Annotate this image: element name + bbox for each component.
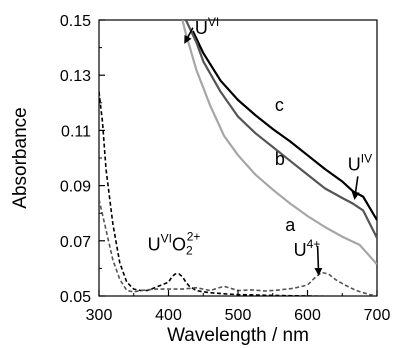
annotation-uiv-arrow	[351, 176, 360, 201]
x-tick-label: 700	[364, 307, 391, 324]
series-line-a	[181, 20, 377, 266]
ticks-layer: 300 400 500 600 700 0.15 0.13 0.11 0.09 0.07 0.05	[60, 13, 391, 324]
y-axis-label: Absorbance	[10, 107, 31, 208]
series-line-uvio2-2-	[99, 91, 351, 296]
annotation-uvio2-2-: UVIO22+	[148, 229, 201, 257]
x-tick-label: 600	[294, 307, 321, 324]
series-line-c	[191, 30, 377, 221]
x-tick-label: 500	[225, 307, 252, 324]
y-tick-label: 0.11	[61, 123, 91, 140]
y-tick-label: 0.13	[60, 68, 91, 85]
series-layer	[99, 20, 377, 296]
y-tick-label: 0.15	[60, 13, 91, 30]
x-tick-label: 400	[155, 307, 182, 324]
annotation-a: a	[285, 215, 296, 235]
annotation-layer: UVI UIV c b a UVIO22+ U4+	[148, 15, 372, 276]
annotation-u4--arrow	[314, 245, 323, 276]
annotation-c: c	[275, 95, 284, 115]
y-tick-label: 0.05	[60, 289, 91, 306]
annotation-b: b	[275, 149, 285, 169]
y-tick-label: 0.09	[60, 179, 91, 196]
x-tick-label: 300	[86, 307, 113, 324]
annotation-uvi-arrow	[184, 27, 194, 44]
y-tick-label: 0.07	[60, 234, 91, 251]
annotation-uiv: UIV	[348, 151, 372, 174]
series-line-u4-	[99, 199, 377, 296]
x-axis-label: Wavelength / nm	[167, 325, 309, 346]
annotation-uvi: UVI	[195, 15, 219, 38]
plot-area	[98, 19, 378, 297]
plot-frame	[98, 19, 378, 297]
series-line-b	[184, 20, 377, 239]
annotation-u4-: U4+	[294, 237, 321, 260]
